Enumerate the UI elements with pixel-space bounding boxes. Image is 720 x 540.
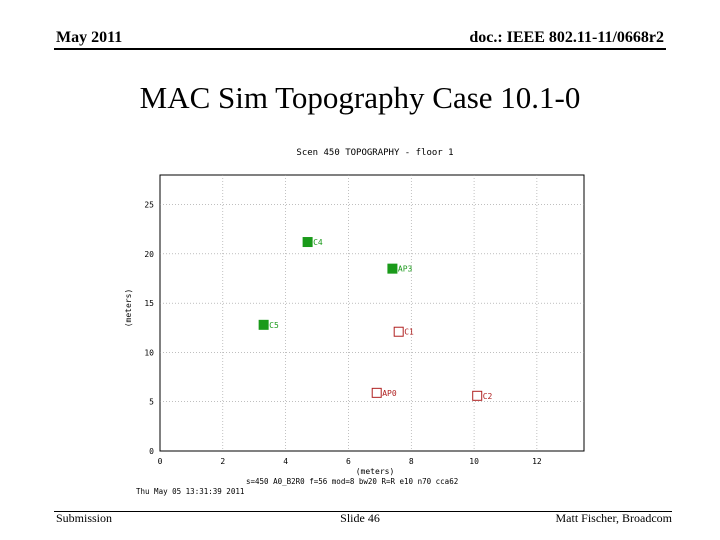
y-tick-label: 0 [149, 447, 154, 456]
y-tick-label: 10 [144, 348, 154, 357]
chart-title: Scen 450 TOPOGRAPHY - floor 1 [296, 148, 453, 158]
point-marker-ap0 [371, 387, 382, 398]
chart-caption-timestamp: Thu May 05 13:31:39 2011 [136, 487, 244, 496]
x-tick-label: 4 [283, 457, 288, 466]
x-tick-label: 12 [532, 457, 542, 466]
y-tick-label: 20 [144, 250, 154, 259]
topography-chart: Scen 450 TOPOGRAPHY - floor 1 0 2 4 6 8 10 120… [118, 140, 588, 500]
x-axis-label: (meters) [356, 467, 395, 476]
y-tick-label: 5 [149, 398, 154, 407]
point-label-ap3: AP3 [398, 265, 413, 274]
x-tick-label: 8 [409, 457, 414, 466]
point-marker-c1 [393, 326, 404, 337]
x-tick-label: 10 [469, 457, 479, 466]
point-label-ap0: AP0 [382, 389, 397, 398]
point-label-c5: C5 [269, 321, 279, 330]
plot-frame [159, 174, 585, 452]
tick-labels: 0 2 4 6 8 10 12 0 5 10 15 20 25 [144, 201, 542, 466]
header-doc-id: doc.: IEEE 802.11-11/0668r2 [469, 29, 664, 46]
footer-submission: Submission [56, 511, 113, 525]
chart-caption-params: s=450 A0_B2R0 f=56 mod=8 bw20 R=R e10 n7… [246, 477, 458, 486]
point-label-c4: C4 [313, 238, 323, 247]
point-label-c1: C1 [404, 328, 414, 337]
data-points: C4 AP3 C5 C1 AP0 C2 [258, 237, 493, 401]
point-marker-c5 [258, 319, 269, 330]
y-axis-label: (meters) [124, 289, 133, 328]
footer-author: Matt Fischer, Broadcom [555, 511, 673, 525]
x-tick-label: 2 [220, 457, 225, 466]
footer-divider [54, 511, 672, 512]
header-date: May 2011 [56, 29, 123, 46]
y-tick-label: 15 [144, 299, 154, 308]
point-label-c2: C2 [483, 392, 493, 401]
footer-slide-number: Slide 46 [340, 511, 380, 525]
slide-title: MAC Sim Topography Case 10.1-0 [139, 80, 581, 115]
chart-background [118, 140, 588, 500]
x-tick-label: 0 [158, 457, 163, 466]
y-tick-label: 25 [144, 201, 154, 210]
point-marker-c4 [302, 237, 313, 248]
point-marker-ap3 [387, 263, 398, 274]
grid [160, 175, 584, 451]
point-marker-c2 [472, 390, 483, 401]
x-tick-label: 6 [346, 457, 351, 466]
header-divider [54, 48, 666, 50]
